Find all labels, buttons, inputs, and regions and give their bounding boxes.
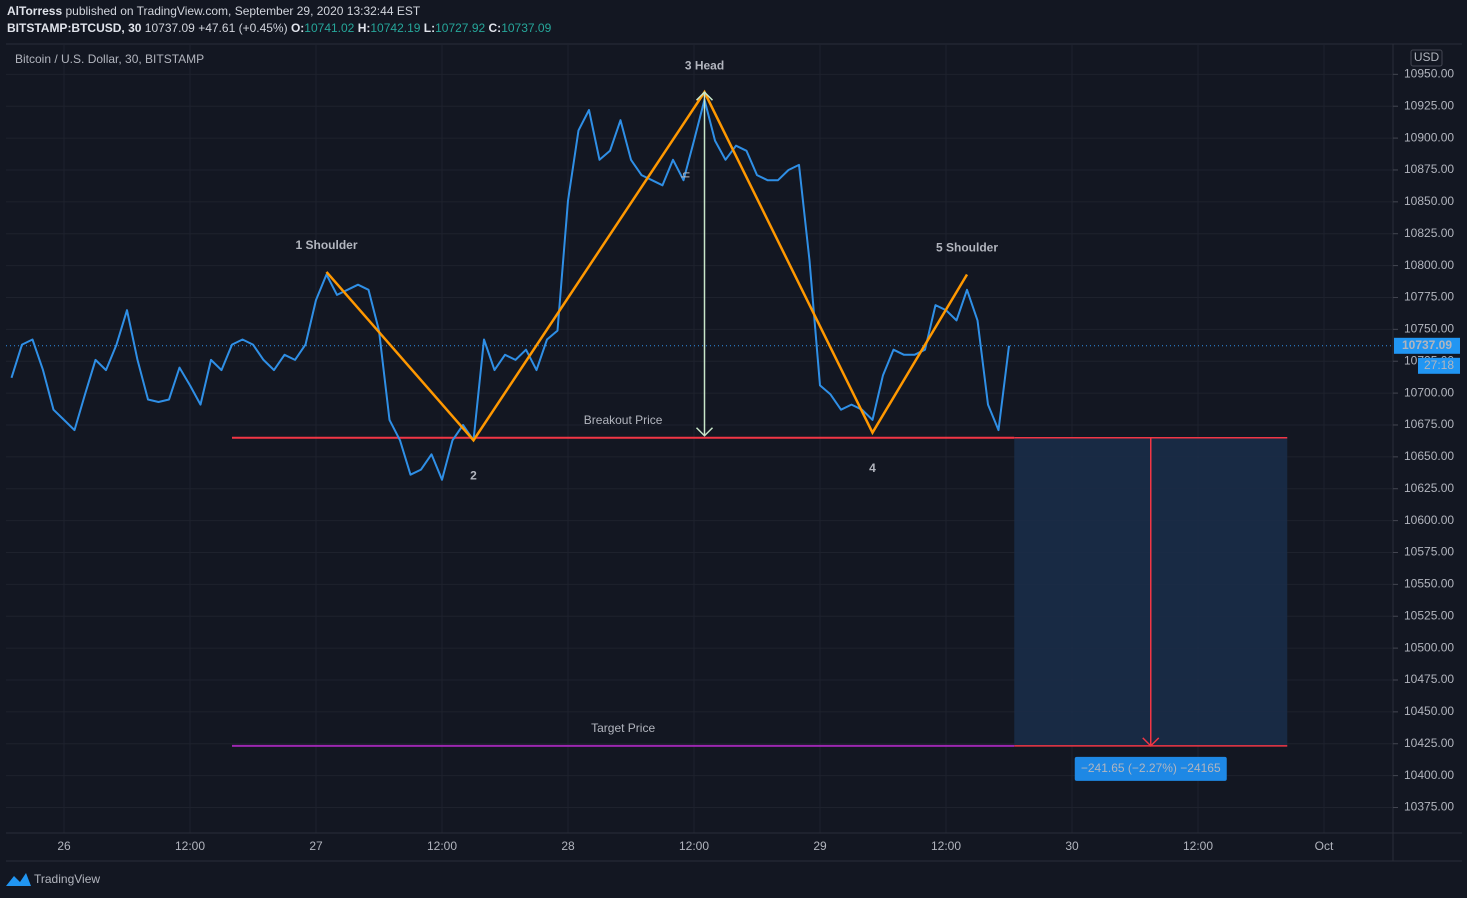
y-tick-label: 10800.00 [1404,258,1454,272]
currency: USD [1414,50,1440,64]
logo [6,873,31,886]
y-tick-label: 10775.00 [1404,290,1454,304]
x-tick-label: 27 [309,839,323,853]
ohlc-value: 10742.19 [370,21,420,35]
ohlc-value: 10741.02 [304,21,354,35]
x-tick-label: 12:00 [1183,839,1213,853]
x-tick-label: 26 [57,839,71,853]
projection-arrowhead [1142,737,1160,747]
x-tick-label: 28 [561,839,575,853]
ohlc-label: O: [291,21,304,35]
countdown-box [1418,357,1460,374]
quote-line: BITSTAMP:BTCUSD, 30 10737.09 +47.61 (+0.… [7,21,552,35]
x-tick-label: 29 [813,839,827,853]
breakout-label: Breakout Price [584,413,663,427]
y-tick-label: 10500.00 [1404,640,1454,654]
publish-line: AlTorress published on TradingView.com, … [7,4,421,18]
y-tick-label: 10875.00 [1404,162,1454,176]
ohlc-value: 10727.92 [435,21,485,35]
x-tick-label: 12:00 [931,839,961,853]
change: +47.61 (+0.45%) [198,21,287,35]
y-tick-label: 10750.00 [1404,322,1454,336]
published: published on TradingView.com, September … [65,4,420,18]
y-tick-label: 10675.00 [1404,417,1454,431]
y-tick-label: 10825.00 [1404,226,1454,240]
y-tick-label: 10850.00 [1404,194,1454,208]
y-tick-label: 10450.00 [1404,704,1454,718]
x-tick-label: 12:00 [679,839,709,853]
pattern-label: 2 [470,468,477,482]
y-tick-label: 10625.00 [1404,481,1454,495]
y-tick-label: 10600.00 [1404,513,1454,527]
last-price-box [1394,337,1460,354]
y-tick-label: 10525.00 [1404,608,1454,622]
countdown: 27:18 [1424,358,1454,372]
pattern-label: 3 Head [685,58,724,72]
y-tick-label: 10575.00 [1404,545,1454,559]
projection-label: −241.65 (−2.27%) −24165 [1081,761,1221,775]
y-tick-label: 10550.00 [1404,577,1454,591]
y-tick-label: 10650.00 [1404,449,1454,463]
y-tick-label: 10475.00 [1404,672,1454,686]
chart-subtitle: Bitcoin / U.S. Dollar, 30, BITSTAMP [15,52,204,66]
x-tick-label: 12:00 [427,839,457,853]
ohlc-label: L: [424,21,435,35]
symbol: BITSTAMP:BTCUSD, 30 [7,21,142,35]
x-tick-label: 12:00 [175,839,205,853]
x-tick-label: Oct [1315,839,1334,853]
y-tick-label: 10900.00 [1404,130,1454,144]
height-arrowhead [695,91,714,437]
y-tick-label: 10375.00 [1404,800,1454,814]
y-tick-label: 10925.00 [1404,98,1454,112]
currency-box [1410,49,1443,67]
last-price-label: 10737.09 [1402,338,1452,352]
y-tick-label: 10425.00 [1404,736,1454,750]
y-tick-label: 10700.00 [1404,385,1454,399]
last: 10737.09 [145,21,195,35]
ohlc-label: H: [358,21,371,35]
height-label: h [679,172,693,179]
target-label: Target Price [591,721,655,735]
plot-area: −241.65 (−2.27%) −24165 Breakout Price Tar… [6,45,1393,833]
projection-label-box [1074,756,1227,781]
author: AlTorress [7,4,62,18]
ohlc-value: 10737.09 [501,21,551,35]
pattern-label: 4 [869,461,876,475]
x-tick-label: 30 [1065,839,1079,853]
y-tick-label: 10400.00 [1404,768,1454,782]
footer: TradingView [34,872,100,886]
y-tick-label: 10950.00 [1404,66,1454,80]
ohlc-label: C: [489,21,502,35]
price-line [10,98,1010,481]
pattern-label: 5 Shoulder [936,241,998,255]
pattern-label: 1 Shoulder [295,238,357,252]
